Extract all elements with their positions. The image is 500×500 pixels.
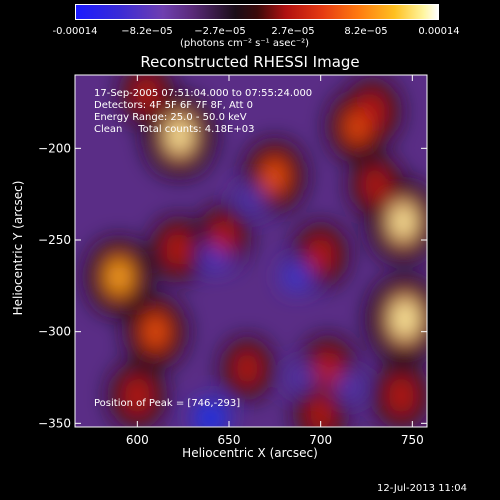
heatmap-minimum: [281, 260, 313, 293]
heatmap-source-core: [108, 260, 130, 294]
y-tick-label: −200: [38, 141, 71, 155]
heatmap-minimum: [192, 399, 230, 427]
heatmap-source-core: [240, 356, 255, 380]
heatmap-source-core: [169, 236, 186, 262]
colorbar-tick: 0.00014: [418, 26, 460, 37]
footer-timestamp: 12-Jul-2013 11:04: [377, 483, 468, 494]
y-axis-label: Heliocentric Y (arcsec): [11, 180, 25, 316]
heatmap-source-core: [146, 316, 166, 347]
heatmap-source-core: [368, 173, 383, 197]
y-tick-label: −350: [38, 416, 71, 430]
info-detectors: Detectors: 4F 5F 6F 7F 8F, Att 0: [94, 100, 254, 111]
colorbar-tick: 8.2e−05: [344, 26, 388, 37]
heatmap-source-core: [265, 160, 285, 191]
heatmap-minimum: [333, 372, 363, 401]
heatmap-source-core: [312, 242, 329, 267]
colorbar-tick: −8.2e−05: [121, 26, 173, 37]
colorbar-tick: -0.00014: [52, 26, 98, 37]
y-tick-label: −300: [38, 325, 71, 339]
colorbar-tick: −2.7e−05: [194, 26, 246, 37]
info-clean-counts: Clean Total counts: 4.18E+03: [94, 124, 255, 135]
heatmap-source-core: [128, 382, 146, 409]
info-peak-position: Position of Peak = [746,-293]: [94, 398, 241, 409]
heatmap-source-core: [320, 356, 336, 381]
colorbar-units: (photons cm⁻² s⁻¹ asec⁻²): [180, 38, 310, 49]
y-tick-label: −250: [38, 233, 71, 247]
heatmap-source-core: [391, 203, 416, 240]
heatmap-source-core: [139, 81, 154, 105]
x-tick-label: 750: [401, 433, 424, 447]
x-axis-label: Heliocentric X (arcsec): [182, 446, 318, 460]
heatmap-source-core: [313, 402, 328, 426]
x-tick-label: 700: [309, 433, 332, 447]
heatmap-minimum: [237, 186, 265, 214]
heatmap-source-core: [392, 298, 418, 339]
colorbar-tick: 2.7e−05: [271, 26, 315, 37]
x-tick-label: 650: [218, 433, 241, 447]
heatmap-source-core: [216, 224, 231, 248]
heatmap-minimum: [289, 364, 316, 391]
heatmap-source-core: [392, 382, 410, 409]
plot-frame: [74, 74, 428, 428]
x-tick-label: 600: [126, 433, 149, 447]
colorbar: [75, 4, 439, 20]
info-time-range: 17-Sep-2005 07:51:04.000 to 07:55:24.000: [94, 88, 313, 99]
chart-title: Reconstructed RHESSI Image: [140, 53, 360, 71]
heatmap-source-core: [167, 117, 192, 154]
info-energy-range: Energy Range: 25.0 - 50.0 keV: [94, 112, 247, 123]
heatmap-source-core: [363, 98, 381, 125]
